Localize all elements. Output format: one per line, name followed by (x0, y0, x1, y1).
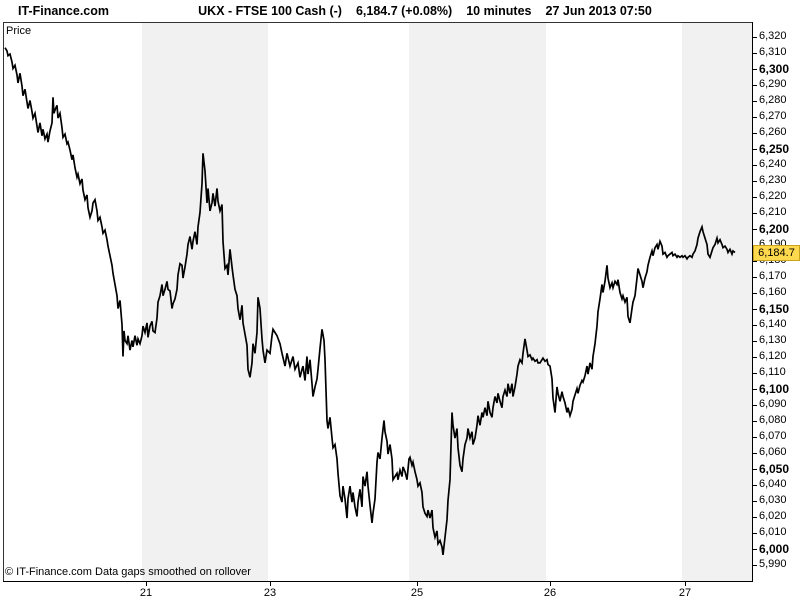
x-axis-tick (685, 582, 686, 586)
x-axis-label: 23 (263, 587, 277, 599)
x-axis-tick (270, 582, 271, 586)
y-axis-label: 6,140 (759, 318, 787, 330)
y-axis-line (752, 22, 753, 581)
y-axis-tick (752, 404, 757, 406)
y-axis-tick (752, 148, 757, 150)
y-axis-label: 6,250 (759, 141, 790, 156)
y-axis-tick (752, 116, 757, 118)
y-axis-tick (752, 228, 757, 230)
instrument-name: UKX - FTSE 100 Cash (-) (198, 4, 342, 18)
y-axis-label: 6,130 (759, 334, 787, 346)
y-axis-label: 6,260 (759, 126, 787, 138)
y-axis-tick (752, 132, 757, 134)
y-axis-label: 6,120 (759, 350, 787, 362)
y-axis-label: 6,220 (759, 190, 787, 202)
y-axis-label: 6,240 (759, 158, 787, 170)
y-axis-label: 6,080 (759, 414, 787, 426)
y-axis-tick (752, 340, 757, 342)
x-axis-line (3, 581, 753, 582)
y-axis-tick (752, 372, 757, 374)
y-axis-label: 6,230 (759, 174, 787, 186)
y-axis-tick (752, 196, 757, 198)
y-axis-label: 6,070 (759, 430, 787, 442)
y-axis-label: 6,000 (759, 541, 790, 556)
y-axis-tick (752, 308, 757, 310)
y-axis-tick (752, 84, 757, 86)
y-axis-tick (752, 484, 757, 486)
y-axis-label: 6,320 (759, 30, 787, 42)
y-axis-tick (752, 516, 757, 518)
y-axis-tick (752, 36, 757, 38)
y-axis-label: 6,090 (759, 398, 787, 410)
y-axis-tick (752, 212, 757, 214)
y-axis-label: 6,190 (759, 238, 787, 250)
interval-label: 10 minutes (466, 4, 532, 18)
day-band (682, 23, 752, 581)
y-axis-label: 6,060 (759, 446, 787, 458)
y-axis-label: 6,270 (759, 110, 787, 122)
header-title-group: UKX - FTSE 100 Cash (-) 6,184.7 (+0.08%)… (150, 4, 700, 18)
y-axis-tick (752, 164, 757, 166)
x-axis-label: 26 (543, 587, 557, 599)
y-axis-tick (752, 100, 757, 102)
y-axis-tick (752, 356, 757, 358)
y-axis-label: 6,040 (759, 478, 787, 490)
last-quote: 6,184.7 (+0.08%) (355, 4, 453, 18)
y-axis-tick (752, 180, 757, 182)
current-price-tag: 6,184.7 (753, 245, 800, 261)
copyright-watermark: © IT-Finance.com Data gaps smoothed on r… (5, 566, 251, 578)
y-axis-tick (752, 68, 757, 70)
plot-border-top (3, 22, 753, 23)
x-axis-label: 27 (678, 587, 692, 599)
y-axis-label: 6,020 (759, 510, 787, 522)
y-axis-label: 6,160 (759, 286, 787, 298)
y-axis-tick (752, 276, 757, 278)
chart-header: IT-Finance.com UKX - FTSE 100 Cash (-) 6… (0, 0, 800, 22)
x-axis-tick (550, 582, 551, 586)
day-band (409, 23, 546, 581)
y-axis-label: 6,100 (759, 381, 790, 396)
y-axis-label: 6,280 (759, 94, 787, 106)
brand-label: IT-Finance.com (18, 4, 109, 18)
y-axis-label: 6,210 (759, 206, 787, 218)
y-axis-label: 6,010 (759, 526, 787, 538)
y-axis-label: 6,170 (759, 270, 787, 282)
y-axis-tick (752, 436, 757, 438)
x-axis-label: 25 (410, 587, 424, 599)
y-axis-label: 5,990 (759, 558, 787, 570)
y-axis-title: Price (6, 25, 32, 37)
y-axis-tick (752, 52, 757, 54)
y-axis-tick (752, 548, 757, 550)
y-axis-tick (752, 420, 757, 422)
chart-plot-area[interactable] (4, 23, 752, 581)
y-axis-tick (752, 260, 757, 262)
y-axis-label: 6,050 (759, 461, 790, 476)
y-axis-tick (752, 532, 757, 534)
y-axis-label: 6,150 (759, 301, 790, 316)
y-axis-tick (752, 468, 757, 470)
y-axis-label: 6,310 (759, 46, 787, 58)
x-axis-tick (146, 582, 147, 586)
datetime-label: 27 Jun 2013 07:50 (545, 4, 652, 18)
y-axis-tick (752, 564, 757, 566)
y-axis-tick (752, 500, 757, 502)
y-axis-tick (752, 292, 757, 294)
y-axis-label: 6,200 (759, 221, 790, 236)
y-axis-label: 6,030 (759, 494, 787, 506)
y-axis-tick (752, 452, 757, 454)
x-axis-tick (417, 582, 418, 586)
y-axis-tick (752, 324, 757, 326)
x-axis-label: 21 (139, 587, 153, 599)
plot-border-left (3, 22, 4, 581)
y-axis-label: 6,290 (759, 78, 787, 90)
y-axis-label: 6,110 (759, 366, 786, 378)
y-axis-tick (752, 388, 757, 390)
day-band (142, 23, 268, 581)
y-axis-label: 6,300 (759, 61, 790, 76)
